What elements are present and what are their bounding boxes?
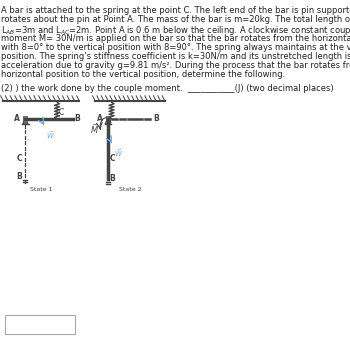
Polygon shape (105, 119, 110, 124)
Text: $\vec{W}$: $\vec{W}$ (114, 148, 123, 159)
Text: acceleration due to gravity g=9.81 m/s². During the process that the bar rotates: acceleration due to gravity g=9.81 m/s².… (1, 61, 350, 70)
Bar (106, 116, 110, 122)
Text: B: B (153, 114, 159, 123)
Text: State 1: State 1 (30, 187, 52, 192)
Text: position. The spring’s stiffness coefficient is k=30N/m and its unstretched leng: position. The spring’s stiffness coeffic… (1, 52, 350, 61)
Text: B: B (74, 114, 80, 123)
Text: (2) ) the work done by the couple moment.  ___________(J) (two decimal places): (2) ) the work done by the couple moment… (1, 84, 334, 92)
Text: L$_{AB}$=3m and L$_{AC}$=2m. Point A is 0.6 m below the ceiling. A clockwise con: L$_{AB}$=3m and L$_{AC}$=2m. Point A is … (1, 24, 350, 37)
FancyBboxPatch shape (5, 315, 75, 334)
Text: A bar is attached to the spring at the point C. The left end of the bar is pin s: A bar is attached to the spring at the p… (1, 6, 350, 15)
Text: $\vec{W}$: $\vec{W}$ (46, 130, 55, 141)
Text: B: B (16, 172, 22, 181)
Polygon shape (23, 119, 28, 124)
Bar (23, 116, 27, 122)
Text: State 2: State 2 (119, 187, 141, 192)
Text: A: A (97, 114, 103, 123)
Text: C: C (110, 154, 115, 163)
Text: $\vec{M}$: $\vec{M}$ (90, 122, 99, 136)
Text: moment M= 30N/m is applied on the bar so that the bar rotates from the horizonta: moment M= 30N/m is applied on the bar so… (1, 34, 350, 43)
Text: B: B (110, 174, 116, 183)
Text: horizontal position to the vertical position, determine the following.: horizontal position to the vertical posi… (1, 70, 286, 79)
Text: C: C (58, 108, 64, 117)
Text: rotates about the pin at Point A. The mass of the bar is m=20kg. The total lengt: rotates about the pin at Point A. The ma… (1, 15, 350, 24)
Text: A: A (14, 114, 20, 123)
Text: with 8=0° to the vertical position with 8=90°. The spring always maintains at th: with 8=0° to the vertical position with … (1, 43, 350, 52)
Text: C: C (16, 154, 22, 163)
